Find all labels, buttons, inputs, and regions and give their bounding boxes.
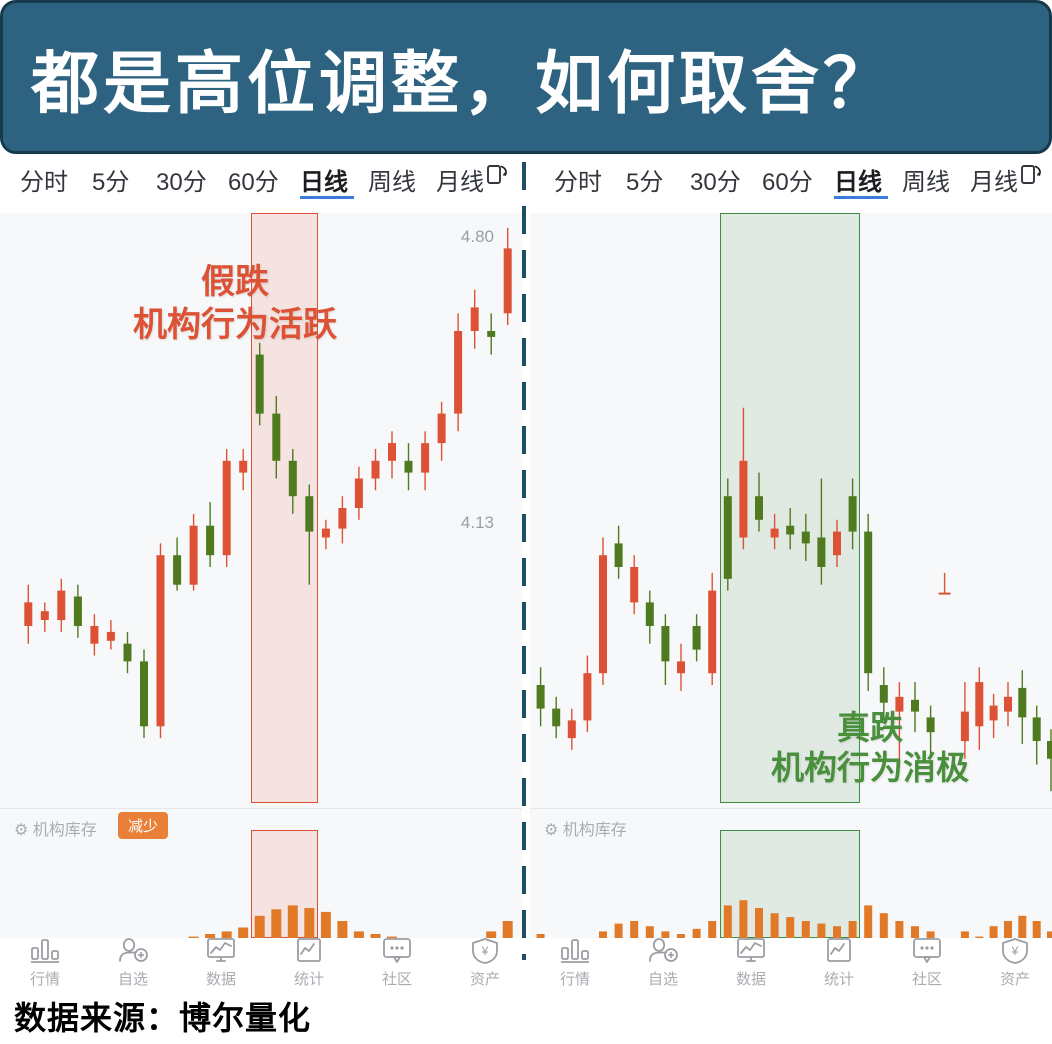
svg-text:¥: ¥ (1011, 944, 1019, 958)
svg-text:¥: ¥ (481, 944, 489, 958)
